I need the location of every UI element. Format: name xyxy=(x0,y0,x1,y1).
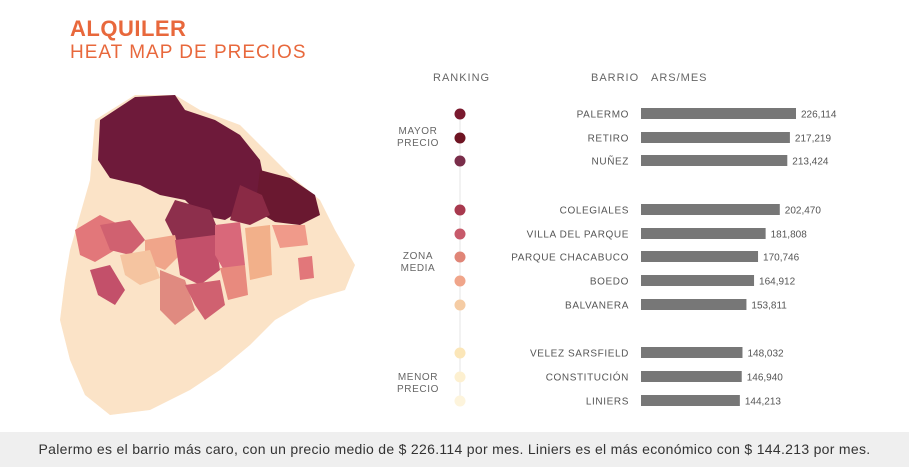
category-label: BOEDO xyxy=(590,277,629,288)
heat-map-chart: PALERMO 226,114 RETIRO 217,219 NUÑEZ 213,424 C… xyxy=(60,95,837,415)
map-zone-southwest-1 xyxy=(90,265,125,305)
group-label-low: MENOR PRECIO xyxy=(397,372,439,395)
rank-dot xyxy=(454,155,466,167)
category-label: LINIERS xyxy=(586,397,629,408)
bar xyxy=(641,228,766,239)
bar xyxy=(641,299,747,310)
map-zone-central-4 xyxy=(215,222,245,272)
category-label: VELEZ SARSFIELD xyxy=(530,349,629,360)
category-label: NUÑEZ xyxy=(592,155,629,168)
map-zone-east-2 xyxy=(272,225,308,248)
bar xyxy=(641,132,790,143)
bar xyxy=(641,155,788,166)
map-zone-south-2 xyxy=(160,270,195,325)
value-label: 164,912 xyxy=(759,277,796,288)
footer-band: Palermo es el barrio más caro, con un pr… xyxy=(0,432,909,467)
category-label: RETIRO xyxy=(588,134,629,145)
rank-dot xyxy=(454,395,466,407)
map-zone-northeast xyxy=(255,170,320,225)
rank-dot xyxy=(454,132,466,144)
city-heat-map xyxy=(60,95,355,415)
value-label: 144,213 xyxy=(745,397,782,408)
category-label: PARQUE CHACABUCO xyxy=(511,253,629,264)
map-zone-south-1 xyxy=(120,250,160,285)
map-zone-southeast xyxy=(298,256,314,280)
rank-dot xyxy=(454,299,466,311)
ranking-header: RANKING xyxy=(433,72,491,84)
bar xyxy=(641,108,796,119)
value-label: 226,114 xyxy=(801,110,837,121)
value-label: 148,032 xyxy=(747,349,784,360)
category-label: VILLA DEL PARQUE xyxy=(527,230,629,241)
value-label: 181,808 xyxy=(771,230,808,241)
rank-dot xyxy=(454,275,466,287)
bar xyxy=(641,371,742,382)
rank-dot xyxy=(454,371,466,383)
map-zone-ne-edge xyxy=(230,185,270,225)
rank-dot xyxy=(454,108,466,120)
value-label: 217,219 xyxy=(795,134,832,145)
map-zone-central-3 xyxy=(175,235,220,285)
value-label: 202,470 xyxy=(785,206,822,217)
rank-dot xyxy=(454,204,466,216)
bar xyxy=(641,275,755,286)
rank-dot xyxy=(454,251,466,263)
map-zone-west-2 xyxy=(100,220,145,255)
category-label: PALERMO xyxy=(577,110,629,121)
barrio-header: BARRIO xyxy=(591,72,640,84)
bar xyxy=(641,204,780,215)
bar xyxy=(641,347,743,358)
map-zone-central-1 xyxy=(165,200,220,245)
ars-header: ARS/MES xyxy=(651,72,708,84)
map-zone-east-1 xyxy=(245,225,272,280)
map-zone-south-4 xyxy=(220,265,248,300)
map-zone-south-3 xyxy=(185,280,225,320)
value-label: 213,424 xyxy=(792,157,829,168)
category-label: BALVANERA xyxy=(565,301,629,312)
map-zone-north xyxy=(98,95,265,220)
bar xyxy=(641,251,759,262)
page-title: ALQUILER xyxy=(70,16,187,41)
category-label: COLEGIALES xyxy=(560,206,629,217)
value-label: 170,746 xyxy=(763,253,800,264)
bar xyxy=(641,395,740,406)
group-label-high: MAYOR PRECIO xyxy=(397,126,439,149)
page-subtitle: HEAT MAP DE PRECIOS xyxy=(70,42,307,63)
group-label-mid: ZONA MEDIA xyxy=(400,251,436,274)
footer-text: Palermo es el barrio más caro, con un pr… xyxy=(38,441,871,457)
category-label: CONSTITUCIÓN xyxy=(546,371,629,384)
value-label: 153,811 xyxy=(751,301,787,312)
value-label: 146,940 xyxy=(747,373,784,384)
rank-dot xyxy=(454,228,466,240)
rank-dot xyxy=(454,347,466,359)
